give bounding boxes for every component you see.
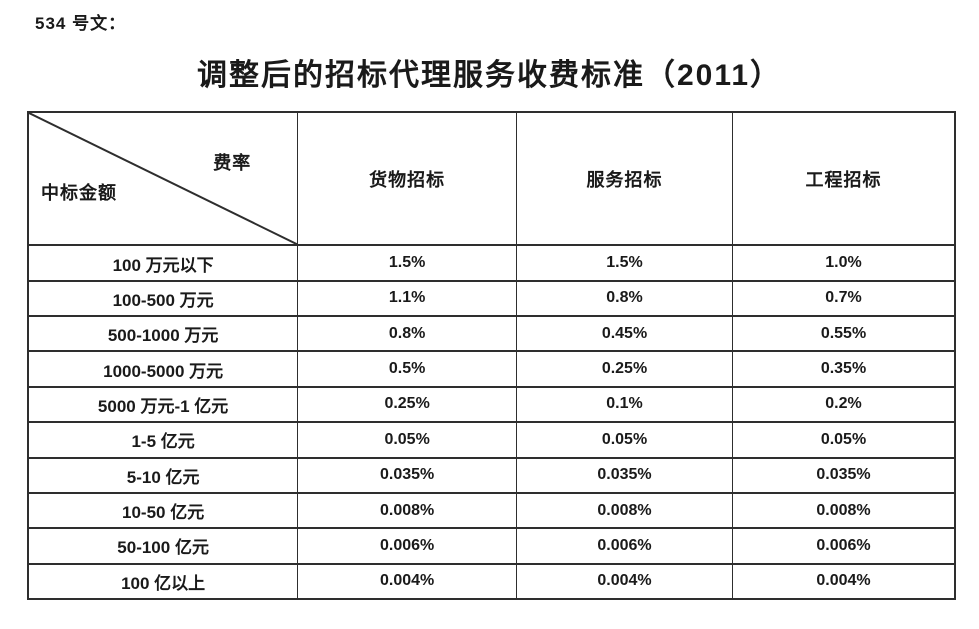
rate-service: 0.004% <box>516 563 733 601</box>
rate-goods: 0.006% <box>297 527 518 565</box>
rate-engineering: 0.7% <box>732 280 956 318</box>
rate-engineering: 0.2% <box>732 386 956 424</box>
corner-header-cell: 费率 中标金额 <box>27 111 299 247</box>
table-row: 1000-5000 万元 0.5% 0.25% 0.35% <box>27 350 956 388</box>
column-header-goods: 货物招标 <box>297 111 518 247</box>
rate-goods: 0.004% <box>297 563 518 601</box>
rate-service: 0.25% <box>516 350 733 388</box>
rate-service: 0.006% <box>516 527 733 565</box>
row-range-label: 1000-5000 万元 <box>27 350 299 388</box>
table-row: 100 万元以下 1.5% 1.5% 1.0% <box>27 244 956 282</box>
table-row: 50-100 亿元 0.006% 0.006% 0.006% <box>27 527 956 565</box>
table-row: 100 亿以上 0.004% 0.004% 0.004% <box>27 563 956 601</box>
rate-engineering: 0.006% <box>732 527 956 565</box>
rate-service: 1.5% <box>516 244 733 282</box>
table-row: 5-10 亿元 0.035% 0.035% 0.035% <box>27 457 956 494</box>
rate-goods: 0.25% <box>297 386 518 424</box>
table-row: 500-1000 万元 0.8% 0.45% 0.55% <box>27 315 956 353</box>
rate-service: 0.008% <box>516 492 733 530</box>
rate-engineering: 0.035% <box>732 457 956 494</box>
table-row: 5000 万元-1 亿元 0.25% 0.1% 0.2% <box>27 386 956 424</box>
rate-service: 0.035% <box>516 457 733 494</box>
rate-engineering: 0.35% <box>732 350 956 388</box>
diagonal-divider-line <box>29 113 297 244</box>
rate-engineering: 0.55% <box>732 315 956 353</box>
rate-engineering: 0.05% <box>732 421 956 459</box>
rate-service: 0.05% <box>516 421 733 459</box>
rate-service: 0.1% <box>516 386 733 424</box>
table-row: 100-500 万元 1.1% 0.8% 0.7% <box>27 280 956 318</box>
corner-label-fee-rate: 费率 <box>213 153 252 173</box>
column-header-engineering: 工程招标 <box>732 111 956 247</box>
rate-engineering: 0.004% <box>732 563 956 601</box>
rate-goods: 0.05% <box>297 421 518 459</box>
corner-label-bid-amount: 中标金额 <box>41 183 117 203</box>
row-range-label: 5-10 亿元 <box>27 457 299 494</box>
row-range-label: 1-5 亿元 <box>27 421 299 459</box>
page-title: 调整后的招标代理服务收费标准（2011） <box>196 59 783 92</box>
rate-service: 0.45% <box>516 315 733 353</box>
table-row: 1-5 亿元 0.05% 0.05% 0.05% <box>27 421 956 459</box>
row-range-label: 5000 万元-1 亿元 <box>27 386 299 424</box>
rate-engineering: 0.008% <box>732 492 956 530</box>
rate-goods: 1.1% <box>297 280 518 318</box>
fee-rate-table: 费率 中标金额 货物招标 服务招标 工程招标 100 万元以下 1.5% 1.5… <box>27 111 956 601</box>
column-header-service: 服务招标 <box>516 111 733 247</box>
row-range-label: 100 万元以下 <box>27 244 299 282</box>
rate-goods: 0.8% <box>297 315 518 353</box>
row-range-label: 10-50 亿元 <box>27 492 299 530</box>
rate-engineering: 1.0% <box>732 244 956 282</box>
rate-goods: 0.008% <box>297 492 518 530</box>
table-row: 10-50 亿元 0.008% 0.008% 0.008% <box>27 492 956 530</box>
table-header-row: 费率 中标金额 货物招标 服务招标 工程招标 <box>27 111 956 247</box>
row-range-label: 100-500 万元 <box>27 280 299 318</box>
row-range-label: 500-1000 万元 <box>27 315 299 353</box>
rate-goods: 0.035% <box>297 457 518 494</box>
rate-goods: 0.5% <box>297 350 518 388</box>
row-range-label: 100 亿以上 <box>27 563 299 601</box>
row-range-label: 50-100 亿元 <box>27 527 299 565</box>
rate-goods: 1.5% <box>297 244 518 282</box>
doc-number: 534 号文： <box>35 14 127 33</box>
rate-service: 0.8% <box>516 280 733 318</box>
